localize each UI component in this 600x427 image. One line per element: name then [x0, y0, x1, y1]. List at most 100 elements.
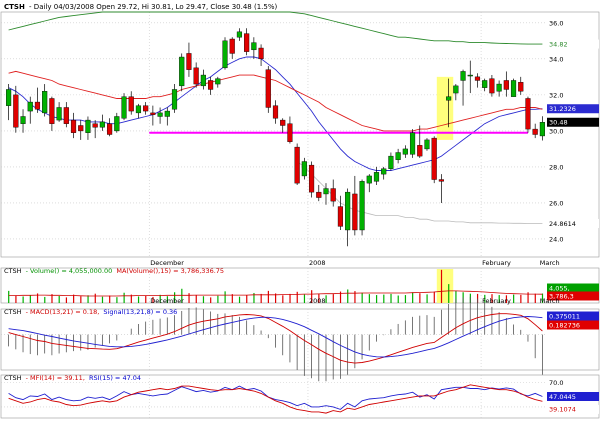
volume-highlight: [436, 269, 454, 303]
candle-body: [345, 191, 351, 231]
x-axis-label: December: [150, 297, 184, 305]
candle-body: [258, 47, 264, 60]
candle-body: [510, 80, 517, 97]
volume-bar: [246, 295, 248, 303]
candle-body: [294, 146, 300, 184]
volume-bar: [73, 294, 75, 303]
candle-body: [63, 107, 69, 124]
candle-body: [301, 161, 307, 177]
candle-body: [200, 74, 206, 87]
volume-legend-volume: - Volume() = 4,055,000.00: [26, 267, 113, 275]
volume-ma-line: [8, 290, 543, 297]
chart-header: CTSH - Daily 04/03/2008 Open 29.72, Hi 3…: [4, 3, 277, 11]
sma-slow-value-label-bg: [547, 39, 599, 49]
candle-body: [496, 83, 502, 92]
x-axis-label: February: [482, 297, 511, 305]
volume-bar: [159, 294, 161, 303]
candle-body: [359, 181, 365, 231]
candle-body: [489, 78, 495, 94]
price-grid: [1, 12, 546, 418]
candle-body: [179, 56, 185, 87]
sma_mid-line: [8, 70, 543, 132]
volume-bar: [8, 290, 10, 303]
price-panel-frame: [0, 11, 600, 258]
volume-bar: [527, 292, 529, 303]
macd-legend: CTSH - MACD(13,21) = 0.18, Signal(13,21,…: [4, 308, 177, 316]
candle-body: [150, 112, 156, 115]
price-candles: [6, 28, 545, 247]
candle-body: [424, 139, 430, 150]
volume-bar: [412, 292, 414, 303]
volume-bar: [101, 296, 104, 303]
candle-body: [503, 80, 509, 90]
candle-body: [85, 119, 91, 133]
candle-body: [193, 67, 199, 85]
candle-body: [539, 122, 545, 137]
volume-bar: [448, 284, 450, 303]
oscillator-legend-rsi: RSI(15) = 47.04: [89, 374, 141, 382]
candle-body: [49, 98, 55, 124]
macd-line: [8, 313, 543, 364]
mfi-value-label-bg: [547, 392, 599, 401]
candle-body: [157, 112, 163, 117]
candle-body: [171, 89, 178, 110]
oscillator-tick-label: 70.0: [549, 379, 563, 387]
candle-body: [70, 119, 77, 133]
volume-bar: [22, 296, 24, 303]
volume-bar: [390, 293, 392, 303]
value-labels: 34.82 31.2326 30.48 24.8614 4,055,3,786,3 0.3…: [547, 39, 599, 414]
price-highlight-box: [436, 76, 454, 140]
x-axis-label: 2008: [309, 259, 326, 267]
candle-body: [352, 193, 358, 231]
candle-body: [525, 98, 531, 130]
volume-value-label: 4,055,: [549, 284, 570, 292]
volume-bar: [513, 294, 515, 303]
candle-body: [287, 123, 293, 142]
volume-bar: [174, 292, 176, 303]
volume-bar: [260, 293, 262, 303]
candle-body: [236, 31, 243, 38]
candle-body: [143, 105, 149, 112]
volume-bar: [303, 294, 306, 303]
candle-body: [280, 119, 286, 126]
volume-bar: [520, 294, 522, 303]
mfi-value-label: 47.0445: [549, 393, 576, 401]
volume-bar: [51, 294, 53, 303]
x-axis-label: February: [482, 259, 511, 267]
volume-legend-ticker: CTSH: [4, 267, 22, 275]
volume-bar: [15, 295, 17, 303]
x-axis-label: 2008: [309, 297, 326, 305]
candle-body: [164, 110, 170, 117]
sma-mid-value-label: 31.2326: [549, 105, 576, 113]
signal-highlight: [436, 76, 454, 140]
volume-bar: [181, 288, 183, 303]
volume-bar: [130, 294, 132, 303]
candle-body: [78, 125, 84, 132]
volume-bar: [29, 295, 31, 303]
volume-ma-line: [8, 290, 543, 297]
price-tick-label: 32.0: [549, 91, 563, 99]
bollinger-line: [296, 161, 543, 224]
sma-slow-value-label: 34.82: [549, 40, 568, 48]
volume-bar: [166, 296, 168, 303]
candle-body: [6, 89, 12, 106]
candle-body: [395, 152, 401, 160]
volume-highlight-box: [436, 269, 454, 303]
volume-bars: [8, 269, 544, 303]
rsi-value-label-bg: [547, 404, 599, 414]
volume-legend-ma: MA(Volume(),15) = 3,786,336.75: [116, 267, 224, 275]
volume-bar: [498, 295, 500, 303]
volume-bar: [347, 289, 349, 303]
price-tick-label: 30.0: [549, 127, 563, 135]
candle-body: [56, 107, 62, 121]
candle-body: [402, 148, 408, 155]
price-tick-label: 34.0: [549, 55, 563, 63]
volume-bar: [455, 290, 457, 303]
rsi-line: [8, 385, 543, 410]
volume-bar: [109, 295, 111, 303]
candle-body: [409, 132, 416, 155]
volume-bar: [65, 297, 68, 303]
price-tick-label: 28.0: [549, 163, 563, 171]
candle-body: [135, 105, 142, 114]
